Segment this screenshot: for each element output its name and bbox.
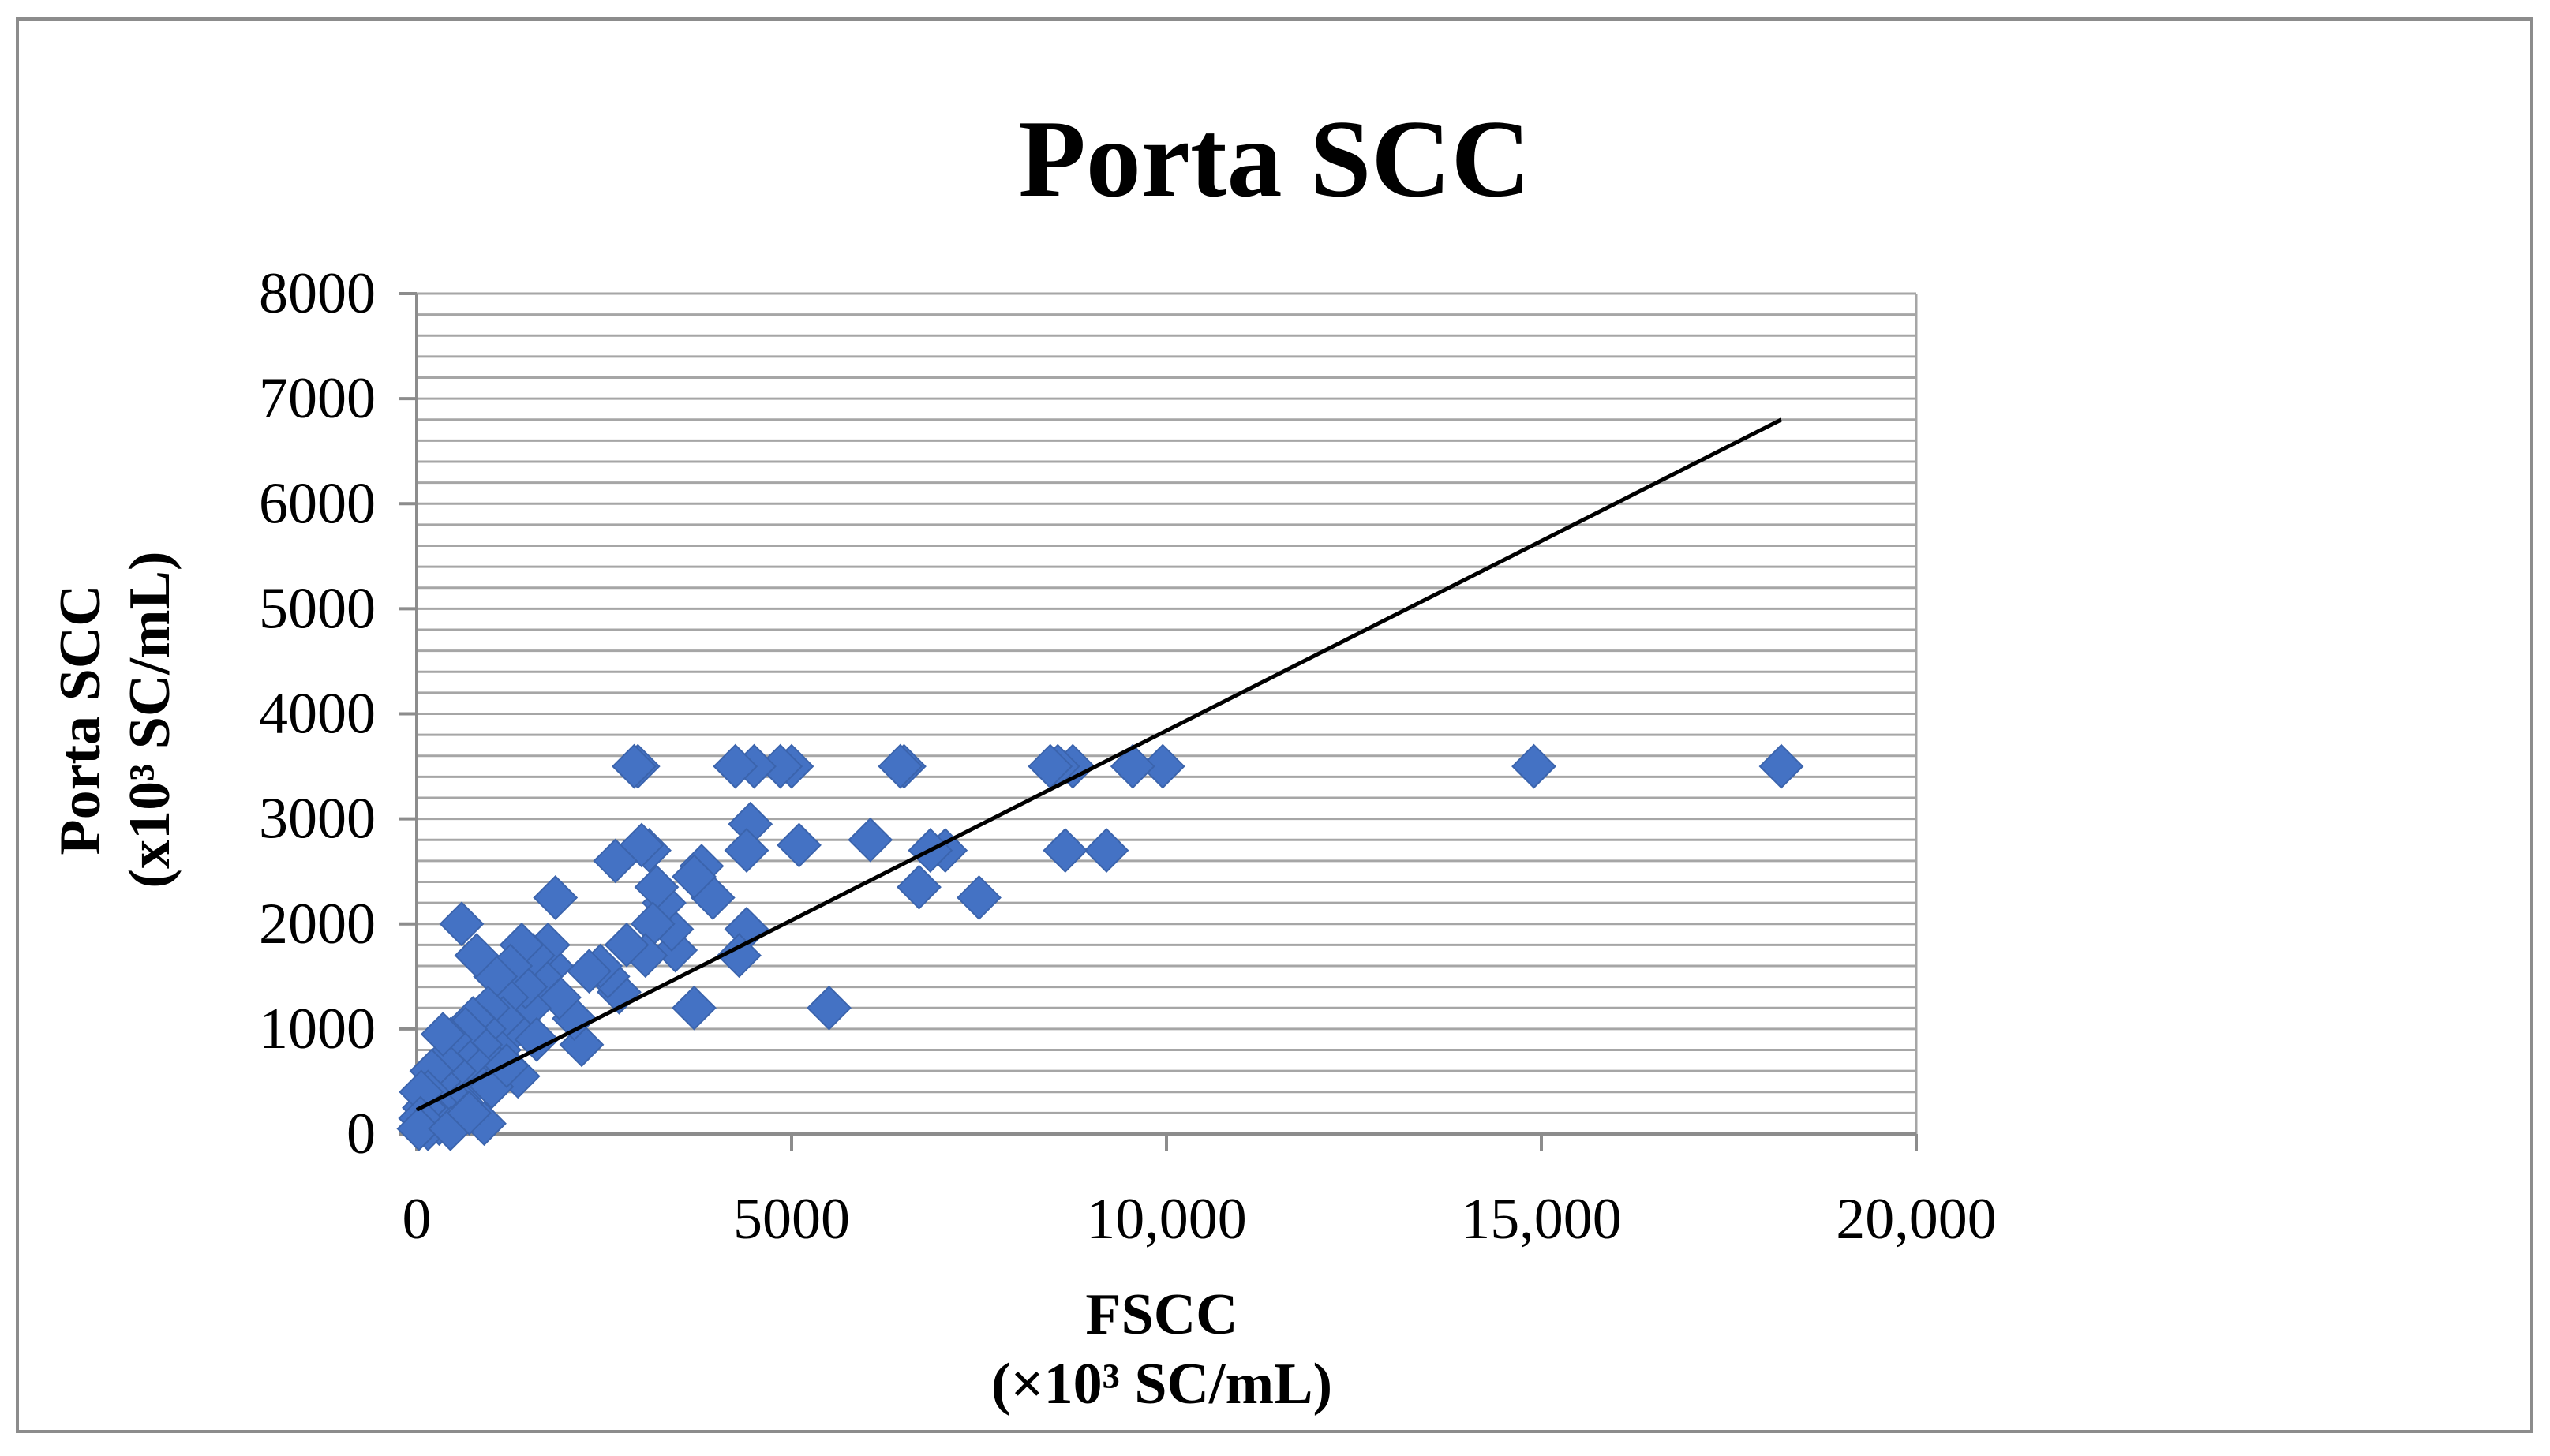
- data-point: [724, 828, 769, 873]
- data-point: [672, 985, 717, 1031]
- data-point: [848, 817, 893, 863]
- y-tick-label: 3000: [259, 787, 376, 852]
- data-point: [878, 743, 923, 789]
- y-tick-label: 0: [346, 1102, 376, 1166]
- data-point: [1511, 743, 1556, 789]
- data-point: [593, 838, 638, 884]
- x-tick-labels: 0 5000 10,000 15,000 20,000: [403, 1187, 1997, 1252]
- x-tick-label: 15,000: [1461, 1187, 1622, 1252]
- y-axis-unit: (x10³ SC/mL): [118, 551, 182, 888]
- data-point: [1110, 743, 1155, 789]
- y-tick-label: 8000: [259, 261, 376, 326]
- data-point: [1043, 828, 1088, 873]
- data-point: [777, 822, 822, 868]
- chart-border: [16, 17, 2533, 1433]
- data-point: [420, 1012, 466, 1057]
- data-point: [1758, 743, 1804, 789]
- data-point: [533, 875, 579, 920]
- data-point: [514, 1016, 560, 1062]
- data-point: [957, 875, 1002, 920]
- x-tick-label: 5000: [733, 1187, 850, 1252]
- axes: [399, 292, 1918, 1151]
- trendline-group: [415, 417, 1783, 1112]
- y-axis-title: Porta SCC: [48, 584, 113, 855]
- data-point: [717, 933, 762, 979]
- data-point: [897, 864, 942, 910]
- data-point: [604, 922, 650, 968]
- data-point: [807, 985, 852, 1031]
- y-tick-labels: 0 1000 2000 3000 4000 5000 6000 7000 8000: [259, 261, 376, 1166]
- grid-lines: [417, 292, 1918, 1134]
- y-tick-label: 4000: [259, 682, 376, 747]
- data-point: [1140, 743, 1185, 789]
- y-tick-label: 1000: [259, 997, 376, 1061]
- data-point: [713, 743, 758, 789]
- y-tick-label: 6000: [259, 471, 376, 536]
- trendline: [415, 417, 1783, 1112]
- x-tick-label: 20,000: [1836, 1187, 1997, 1252]
- data-point: [396, 1106, 442, 1151]
- data-point: [439, 901, 485, 947]
- data-point: [447, 1090, 492, 1136]
- data-point: [1084, 828, 1129, 873]
- y-tick-label: 7000: [259, 366, 376, 431]
- x-tick-label: 10,000: [1086, 1187, 1247, 1252]
- x-tick-label: 0: [403, 1187, 432, 1252]
- y-tick-label: 2000: [259, 892, 376, 956]
- data-point: [567, 949, 612, 994]
- y-tick-label: 5000: [259, 576, 376, 641]
- chart-title: Porta SCC: [1018, 98, 1530, 220]
- x-axis-title: FSCC: [1085, 1282, 1238, 1347]
- data-point: [612, 743, 657, 789]
- data-point: [672, 854, 717, 900]
- data-point: [454, 933, 500, 979]
- x-axis-unit: (×10³ SC/mL): [991, 1352, 1332, 1417]
